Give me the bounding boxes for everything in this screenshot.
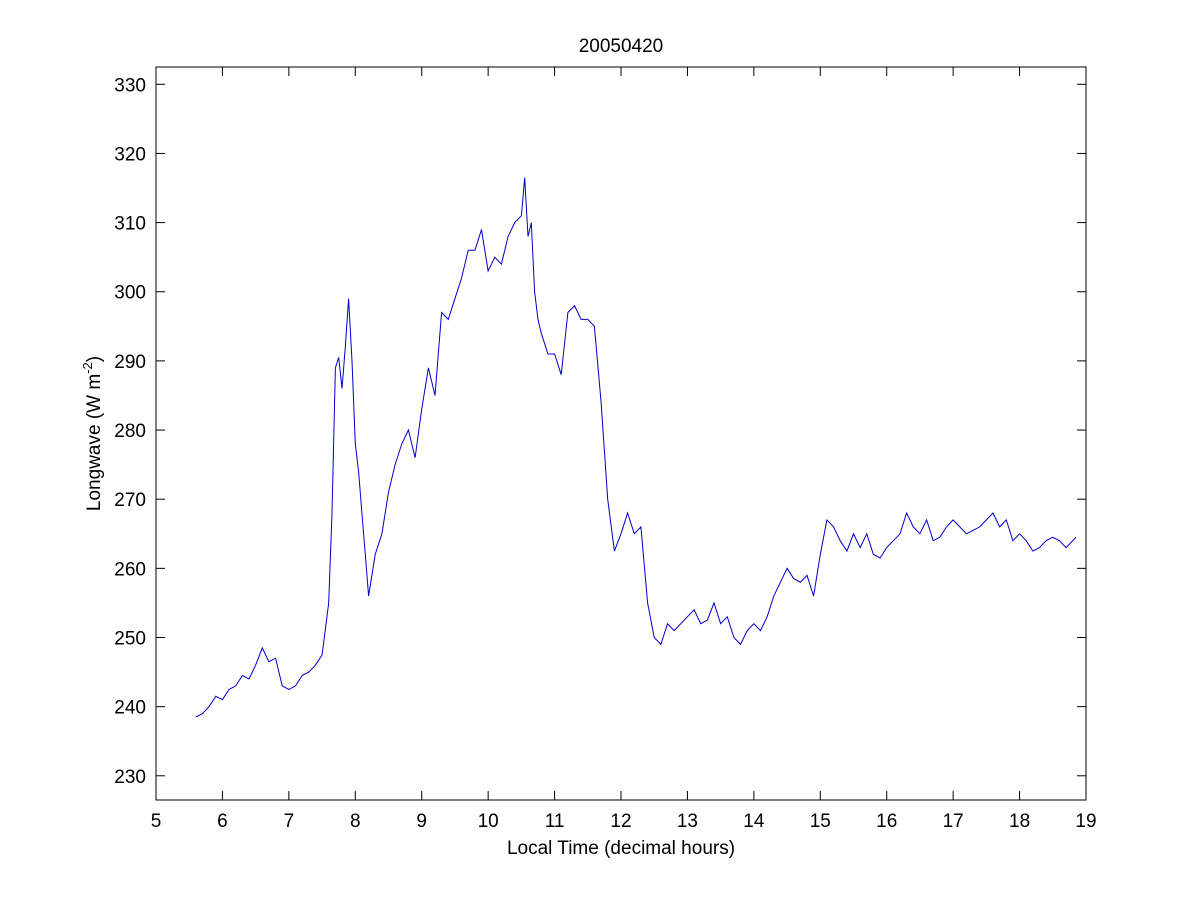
plot-area-frame bbox=[155, 66, 1087, 801]
y-axis-ticks: 230 240 250 260 270 280 290 300 310 320 330 bbox=[114, 75, 1086, 788]
y-tick-label: 310 bbox=[114, 214, 146, 235]
x-tick-label: 5 bbox=[151, 811, 162, 832]
x-tick-label: 10 bbox=[478, 811, 499, 832]
x-tick-label: 17 bbox=[943, 811, 964, 832]
chart-title: 20050420 bbox=[579, 36, 664, 57]
y-tick-label: 290 bbox=[114, 352, 146, 373]
x-tick-label: 9 bbox=[416, 811, 427, 832]
x-tick-label: 19 bbox=[1075, 811, 1096, 832]
x-tick-label: 15 bbox=[810, 811, 831, 832]
y-axis-label-close: ) bbox=[84, 356, 105, 362]
y-axis-label-superscript: -2 bbox=[80, 362, 95, 374]
x-axis-label: Local Time (decimal hours) bbox=[507, 838, 735, 859]
x-tick-label: 13 bbox=[677, 811, 698, 832]
x-tick-label: 18 bbox=[1009, 811, 1030, 832]
y-axis-label-main: Longwave (W m bbox=[84, 374, 105, 511]
y-axis-label: Longwave (W m-2) bbox=[80, 356, 105, 511]
y-tick-label: 300 bbox=[114, 283, 146, 304]
y-tick-label: 260 bbox=[114, 559, 146, 580]
x-tick-label: 8 bbox=[350, 811, 361, 832]
y-tick-label: 330 bbox=[114, 75, 146, 96]
y-tick-label: 320 bbox=[114, 144, 146, 165]
x-tick-label: 7 bbox=[284, 811, 295, 832]
x-tick-label: 6 bbox=[217, 811, 228, 832]
series-line bbox=[195, 177, 1077, 718]
x-tick-label: 11 bbox=[545, 811, 565, 832]
y-tick-label: 240 bbox=[114, 698, 146, 719]
x-tick-label: 14 bbox=[743, 811, 765, 832]
x-tick-label: 12 bbox=[610, 811, 631, 832]
y-tick-label: 250 bbox=[114, 628, 146, 649]
y-tick-label: 270 bbox=[114, 490, 146, 511]
y-tick-label: 280 bbox=[114, 421, 146, 442]
y-tick-label: 230 bbox=[114, 767, 146, 788]
x-axis-ticks: 5 6 7 8 9 10 11 12 13 14 15 16 17 18 19 bbox=[151, 67, 1097, 832]
x-tick-label: 16 bbox=[876, 811, 897, 832]
